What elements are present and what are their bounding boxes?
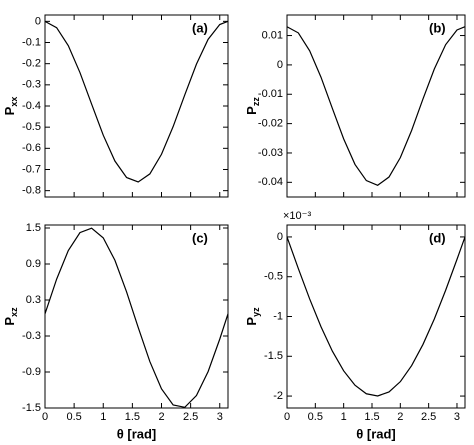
y-axis-label: Pyz: [244, 307, 261, 326]
x-tick-label: 3: [217, 411, 223, 423]
x-tick-label: 0: [284, 411, 290, 423]
y-axis-label: Pzz: [244, 97, 261, 115]
y-tick-label: -1.5: [264, 350, 283, 362]
y-tick-label: -0.03: [258, 147, 283, 159]
plot-frame: [286, 224, 466, 409]
x-tick-label: 2.5: [421, 411, 436, 423]
y-axis-label-main: P: [2, 106, 17, 115]
plot-frame: [44, 14, 229, 198]
y-tick-label: -0.2: [22, 58, 41, 70]
y-axis-label-subscript: yz: [251, 307, 261, 317]
panel-label: (c): [192, 230, 208, 245]
y-tick-label: -0.5: [264, 271, 283, 283]
x-tick-label: 2: [397, 411, 403, 423]
y-axis-label: Pxz: [2, 307, 19, 326]
y-tick-label: -2: [273, 390, 283, 402]
y-axis-label-subscript: xz: [9, 307, 19, 317]
y-tick-label: 0: [35, 15, 41, 27]
data-line: [44, 227, 229, 408]
y-tick-label: -0.3: [22, 330, 41, 342]
y-tick-label: -0.7: [22, 163, 41, 175]
y-axis-label-subscript: xx: [9, 97, 19, 107]
y-tick-label: -0.01: [258, 88, 283, 100]
y-axis-label-main: P: [244, 317, 259, 326]
x-tick-label: 3: [454, 411, 460, 423]
y-tick-label: -1: [273, 310, 283, 322]
data-line: [286, 236, 466, 397]
y-tick-label: -0.9: [22, 366, 41, 378]
axis-multiplier: ×10⁻³: [283, 210, 311, 222]
y-axis-label-subscript: zz: [251, 97, 261, 107]
y-tick-label: -1.5: [22, 402, 41, 414]
y-tick-label: -0.4: [22, 100, 41, 112]
panel-label: (a): [192, 20, 208, 35]
x-tick-label: 2: [158, 411, 164, 423]
y-tick-label: -0.04: [258, 176, 283, 188]
y-tick-label: -0.8: [22, 185, 41, 197]
y-axis-label-main: P: [2, 317, 17, 326]
plot-frame: [286, 14, 466, 198]
data-line: [44, 20, 229, 183]
x-tick-label: 0.5: [308, 411, 323, 423]
x-tick-label: 1: [100, 411, 106, 423]
y-tick-label: 0.01: [262, 29, 283, 41]
x-axis-label: θ [rad]: [356, 426, 396, 441]
y-tick-label: 1.5: [26, 222, 41, 234]
y-tick-label: 0: [277, 231, 283, 243]
x-tick-label: 1: [341, 411, 347, 423]
x-tick-label: 0: [42, 411, 48, 423]
y-tick-label: -0.3: [22, 79, 41, 91]
y-axis-label-main: P: [244, 106, 259, 115]
x-axis-label: θ [rad]: [117, 426, 157, 441]
x-tick-label: 2.5: [183, 411, 198, 423]
y-tick-label: -0.5: [22, 121, 41, 133]
y-axis-label: Pxx: [2, 97, 19, 116]
y-tick-label: -0.02: [258, 118, 283, 130]
plot-frame: [44, 224, 229, 409]
y-tick-label: 0.9: [26, 258, 41, 270]
x-tick-label: 1.5: [125, 411, 140, 423]
y-tick-label: -0.1: [22, 36, 41, 48]
data-line: [286, 26, 466, 186]
x-tick-label: 1.5: [364, 411, 379, 423]
y-tick-label: -0.6: [22, 142, 41, 154]
y-tick-label: 0: [277, 59, 283, 71]
x-tick-label: 0.5: [66, 411, 81, 423]
y-tick-label: 0.3: [26, 294, 41, 306]
panel-label: (b): [429, 20, 446, 35]
panel-label: (d): [429, 230, 446, 245]
